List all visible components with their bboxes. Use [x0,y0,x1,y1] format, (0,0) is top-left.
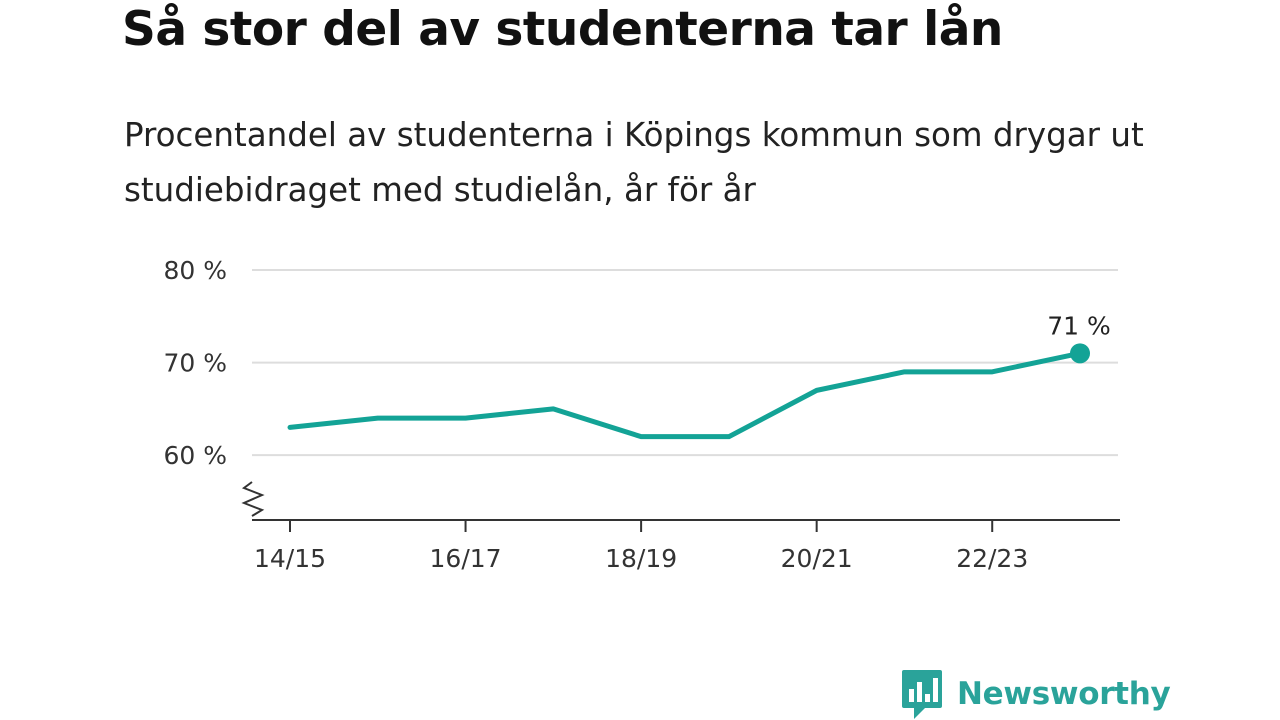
x-tick-label: 18/19 [605,544,677,573]
last-value-label: 71 % [1047,311,1111,340]
x-tick-label: 16/17 [430,544,502,573]
chart-subtitle: Procentandel av studenterna i Köpings ko… [124,116,1144,209]
y-axis-ticks: 60 % 70 % 80 % [163,256,227,470]
series [287,343,1090,440]
x-tick-label: 14/15 [254,544,326,573]
axis-break-zigzag-icon [241,481,265,517]
x-axis [241,481,1120,521]
data-labels: 71 % [1047,311,1111,340]
last-data-point [1070,343,1090,364]
brand-name: Newsworthy [957,676,1171,712]
x-tick-label: 20/21 [781,544,853,573]
y-tick-label: 80 % [163,256,227,285]
series-line [287,350,1083,440]
brand-logo: Newsworthy [901,668,1171,720]
y-tick-label: 70 % [163,349,227,378]
newsworthy-logo-icon [902,670,942,719]
y-tick-label: 60 % [163,441,227,470]
x-tick-label: 22/23 [956,544,1028,573]
gridlines [252,269,1118,457]
x-axis-ticks: 14/15 16/17 18/19 20/21 22/23 [254,520,1028,573]
chart-title: Så stor del av studenterna tar lån [122,2,1003,57]
